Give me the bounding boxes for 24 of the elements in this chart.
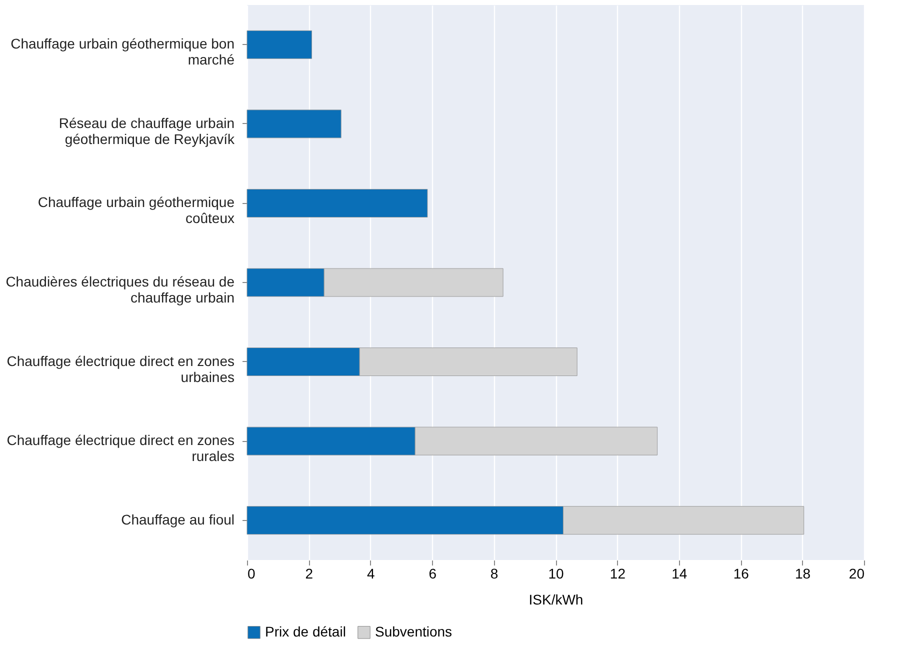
- legend-label: Prix de détail: [265, 623, 346, 640]
- y-tick-label: Chauffage urbain géothermique bon marché: [10, 36, 235, 68]
- y-tick-label: Chauffage électrique direct en zones rurales: [6, 432, 234, 464]
- x-tick-label: 10: [548, 566, 564, 582]
- y-tick-label: Chaudières électriques du réseau de chauffage urbain: [6, 274, 235, 306]
- y-tick-label: Chauffage au fioul: [121, 511, 234, 528]
- x-tick-label: 8: [490, 566, 498, 582]
- bar: [246, 110, 342, 138]
- bar: [246, 188, 428, 218]
- y-tick-label: Chauffage électrique direct en zones urbaines: [6, 352, 234, 385]
- y-tick-label: Réseau de chauffage urbain géothermique de Reykjavík: [58, 114, 236, 147]
- x-tick-label: 16: [733, 566, 750, 582]
- x-tick-label: 0: [248, 566, 256, 582]
- x-tick-label: 20: [848, 566, 865, 582]
- y-tick-label: Chauffage urbain géothermique coûteux: [38, 194, 235, 226]
- x-tick-label: 14: [672, 566, 688, 582]
- x-tick-label: 2: [305, 566, 314, 582]
- legend-label: Subventions: [375, 623, 452, 640]
- x-tick-label: 6: [428, 566, 437, 582]
- x-tick-label: 18: [795, 566, 811, 582]
- x-axis-title: ISK/kWh: [528, 592, 584, 608]
- bar: [246, 30, 312, 59]
- x-tick-label: 12: [610, 566, 626, 582]
- x-tick-label: 4: [367, 566, 375, 582]
